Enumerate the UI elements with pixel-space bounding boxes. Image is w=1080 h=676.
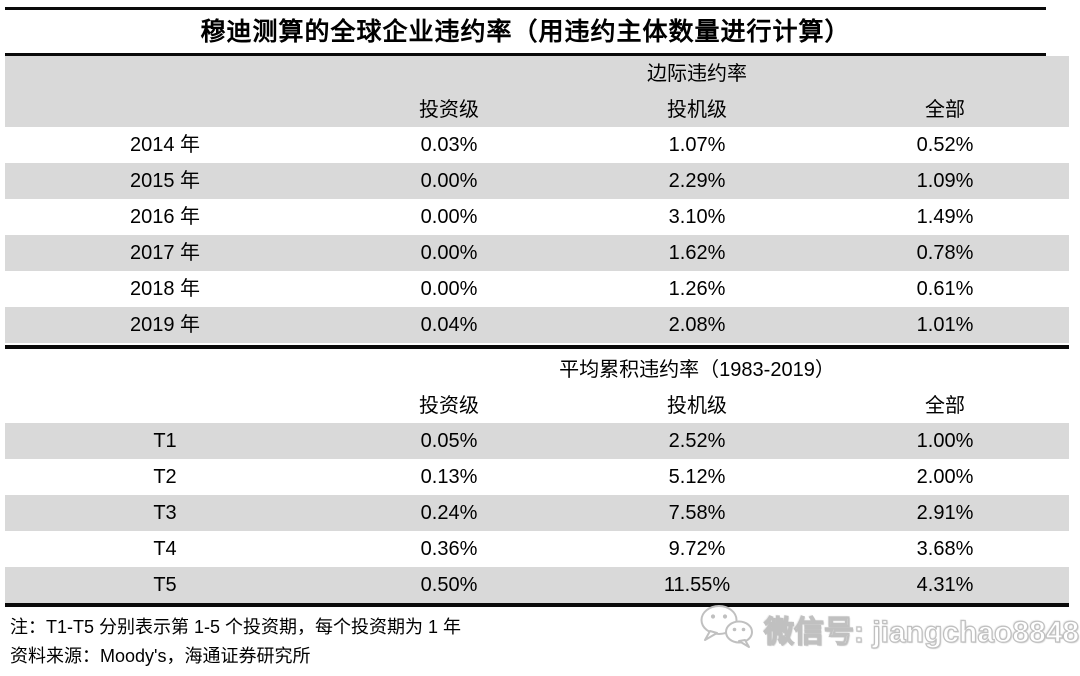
cell-investment-grade: 0.03% bbox=[420, 134, 478, 156]
row-label: 2015 年 bbox=[129, 170, 201, 192]
table-row: 2017 年 0.00% 1.62% 0.78% bbox=[5, 235, 1069, 271]
cell-speculative-grade: 2.29% bbox=[668, 170, 726, 192]
table-row: T1 0.05% 2.52% 1.00% bbox=[5, 423, 1069, 459]
cell-all: 0.78% bbox=[916, 242, 974, 264]
cell-all: 1.09% bbox=[916, 170, 974, 192]
cell-investment-grade: 0.36% bbox=[420, 538, 478, 560]
row-label: 2017 年 bbox=[129, 242, 201, 264]
bottom-rule bbox=[5, 603, 1069, 607]
col-header-speculative-grade: 投机级 bbox=[667, 394, 727, 417]
footnote-source: 资料来源：Moody's，海通证券研究所 bbox=[10, 646, 311, 666]
row-label: T1 bbox=[153, 430, 177, 452]
table-row: T3 0.24% 7.58% 2.91% bbox=[5, 495, 1069, 531]
table-row: 2015 年 0.00% 2.29% 1.09% bbox=[5, 163, 1069, 199]
marginal-default-section: 边际违约率 投资级 投机级 全部 2014 年 0.03% 1.07% 0.52… bbox=[5, 56, 1069, 343]
cumulative-default-section: 平均累积违约率（1983-2019） 投资级 投机级 全部 T1 0.05% 2… bbox=[5, 351, 1069, 603]
cell-speculative-grade: 3.10% bbox=[668, 206, 726, 228]
cell-all: 0.52% bbox=[916, 134, 974, 156]
top-rule bbox=[5, 7, 1046, 10]
col-header-all: 全部 bbox=[925, 394, 965, 417]
cell-speculative-grade: 5.12% bbox=[668, 466, 726, 488]
cell-all: 2.00% bbox=[916, 466, 974, 488]
cell-all: 1.00% bbox=[916, 430, 974, 452]
table-title: 穆迪测算的全球企业违约率（用违约主体数量进行计算） bbox=[200, 18, 851, 46]
cell-all: 0.61% bbox=[916, 278, 974, 300]
group-header-row: 边际违约率 bbox=[5, 56, 1069, 92]
col-header-investment-grade: 投资级 bbox=[419, 98, 479, 121]
column-header-row: 投资级 投机级 全部 bbox=[5, 92, 1069, 127]
footnote-definition: 注：T1-T5 分别表示第 1-5 个投资期，每个投资期为 1 年 bbox=[10, 617, 462, 637]
cell-speculative-grade: 1.07% bbox=[668, 134, 726, 156]
cell-speculative-grade: 7.58% bbox=[668, 502, 726, 524]
cell-speculative-grade: 2.08% bbox=[668, 314, 726, 336]
cell-all: 4.31% bbox=[916, 574, 974, 596]
row-label: T2 bbox=[153, 466, 177, 488]
table-row: T5 0.50% 11.55% 4.31% bbox=[5, 567, 1069, 603]
cell-investment-grade: 0.50% bbox=[420, 574, 478, 596]
table-row: 2018 年 0.00% 1.26% 0.61% bbox=[5, 271, 1069, 307]
cell-speculative-grade: 2.52% bbox=[668, 430, 726, 452]
section-divider-rule bbox=[5, 345, 1069, 349]
cell-investment-grade: 0.00% bbox=[420, 242, 478, 264]
cell-investment-grade: 0.24% bbox=[420, 502, 478, 524]
cell-speculative-grade: 9.72% bbox=[668, 538, 726, 560]
table-row: 2019 年 0.04% 2.08% 1.01% bbox=[5, 307, 1069, 343]
row-label: T3 bbox=[153, 502, 177, 524]
cell-investment-grade: 0.04% bbox=[420, 314, 478, 336]
table-row: 2016 年 0.00% 3.10% 1.49% bbox=[5, 199, 1069, 235]
cell-investment-grade: 0.00% bbox=[420, 278, 478, 300]
row-label: 2016 年 bbox=[129, 206, 201, 228]
cell-speculative-grade: 1.62% bbox=[668, 242, 726, 264]
row-label: 2018 年 bbox=[129, 278, 201, 300]
cell-speculative-grade: 11.55% bbox=[663, 574, 731, 596]
cell-all: 3.68% bbox=[916, 538, 974, 560]
cell-all: 1.01% bbox=[916, 314, 974, 336]
group-header: 边际违约率 bbox=[647, 63, 747, 85]
watermark-text: 微信号: jiangchao8848 bbox=[763, 615, 1080, 649]
col-header-all: 全部 bbox=[925, 98, 965, 121]
cell-investment-grade: 0.13% bbox=[420, 466, 478, 488]
column-header-row: 投资级 投机级 全部 bbox=[5, 388, 1069, 423]
wechat-icon bbox=[698, 603, 756, 656]
row-label: T5 bbox=[153, 574, 177, 596]
cell-all: 1.49% bbox=[916, 206, 974, 228]
group-header-row: 平均累积违约率（1983-2019） bbox=[5, 351, 1069, 388]
cell-investment-grade: 0.05% bbox=[420, 430, 478, 452]
row-label: 2014 年 bbox=[129, 134, 201, 156]
col-header-speculative-grade: 投机级 bbox=[667, 98, 727, 121]
cell-speculative-grade: 1.26% bbox=[668, 278, 726, 300]
row-label: 2019 年 bbox=[129, 314, 201, 336]
title-rule bbox=[5, 53, 1046, 56]
cell-investment-grade: 0.00% bbox=[420, 170, 478, 192]
wechat-watermark: 微信号: jiangchao8848 bbox=[698, 603, 1080, 656]
group-header: 平均累积违约率（1983-2019） bbox=[559, 358, 835, 381]
cell-investment-grade: 0.00% bbox=[420, 206, 478, 228]
row-label: T4 bbox=[153, 538, 177, 560]
table-row: T2 0.13% 5.12% 2.00% bbox=[5, 459, 1069, 495]
col-header-investment-grade: 投资级 bbox=[419, 394, 479, 417]
footnotes: 注：T1-T5 分别表示第 1-5 个投资期，每个投资期为 1 年 资料来源：M… bbox=[10, 613, 461, 671]
table-row: 2014 年 0.03% 1.07% 0.52% bbox=[5, 127, 1069, 163]
cell-all: 2.91% bbox=[916, 502, 974, 524]
table-row: T4 0.36% 9.72% 3.68% bbox=[5, 531, 1069, 567]
